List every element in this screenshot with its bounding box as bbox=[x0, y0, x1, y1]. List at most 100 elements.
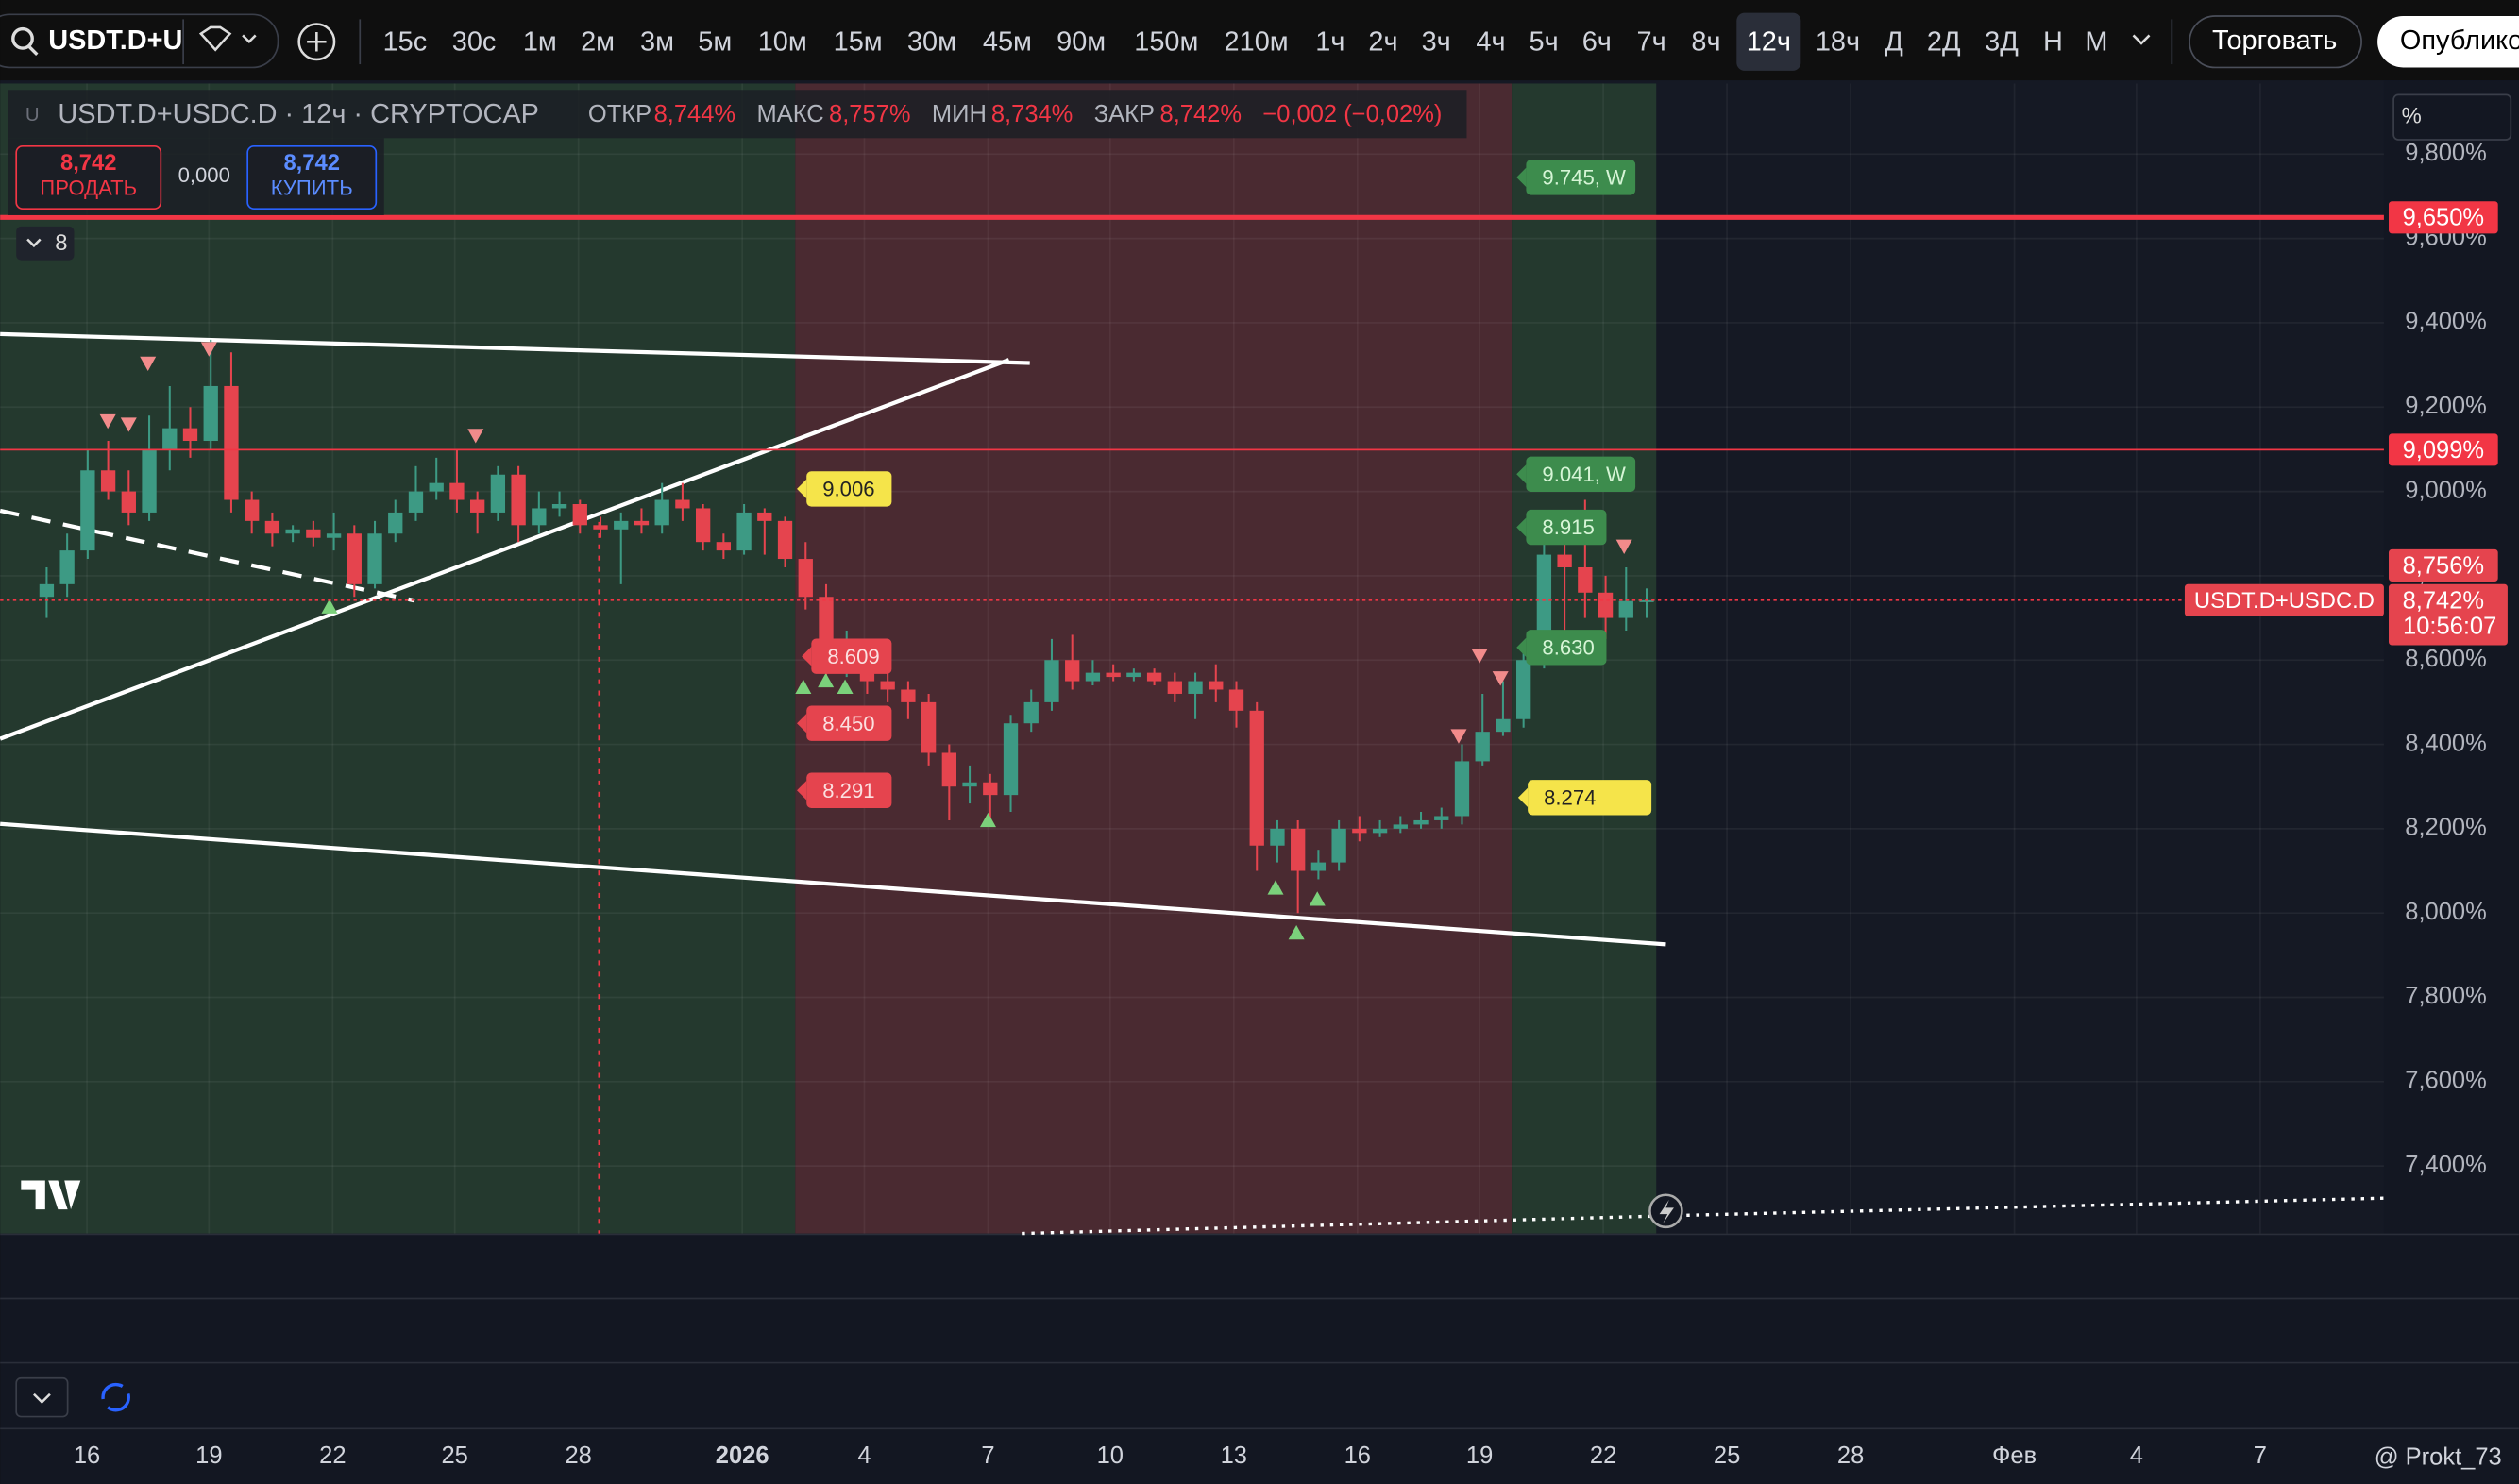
candle-body bbox=[983, 782, 998, 796]
diamond-icon[interactable] bbox=[198, 25, 232, 52]
candle-body bbox=[1578, 566, 1593, 593]
candle-body bbox=[182, 428, 198, 442]
search-icon bbox=[27, 45, 39, 57]
indicators-toggle[interactable] bbox=[16, 226, 75, 261]
refresh-icon[interactable] bbox=[101, 1382, 130, 1412]
publish-button-label[interactable]: Опублико bbox=[2400, 25, 2519, 56]
interval[interactable]: 5м bbox=[698, 27, 732, 58]
symbol[interactable]: USDT.D+U bbox=[48, 25, 182, 56]
interval[interactable]: М bbox=[2085, 27, 2107, 58]
candle-body bbox=[716, 542, 732, 551]
x-tick-label: 16 bbox=[74, 1442, 100, 1469]
interval[interactable]: 150м bbox=[1134, 27, 1198, 58]
candle-body bbox=[100, 470, 116, 492]
annotation-box bbox=[1526, 160, 1636, 195]
chevron bbox=[26, 238, 42, 248]
interval[interactable]: 2ч bbox=[1368, 27, 1397, 58]
annotation-label: 8.450 bbox=[822, 712, 874, 735]
candle-body bbox=[695, 508, 711, 543]
interval[interactable]: 5ч bbox=[1530, 27, 1559, 58]
annotation-label: 8.274 bbox=[1544, 785, 1596, 809]
sell-signal bbox=[1492, 671, 1509, 686]
unit-toggle[interactable] bbox=[2392, 93, 2512, 141]
add-button[interactable] bbox=[297, 23, 336, 61]
annotation-box bbox=[806, 471, 892, 507]
sell-signal bbox=[1615, 539, 1632, 554]
interval[interactable]: 15м bbox=[834, 27, 883, 58]
interval[interactable]: 10м bbox=[758, 27, 807, 58]
interval[interactable]: 45м bbox=[983, 27, 1032, 58]
search-icon bbox=[11, 26, 34, 50]
sell-signal bbox=[140, 356, 157, 371]
candle-body bbox=[921, 701, 937, 753]
sell-price[interactable]: 8,742 bbox=[60, 150, 117, 176]
x-tick-label: 25 bbox=[441, 1442, 467, 1469]
interval[interactable]: 12ч bbox=[1747, 27, 1791, 58]
annotation-label: 8.630 bbox=[1542, 635, 1594, 659]
candle-body bbox=[80, 470, 95, 551]
interval[interactable]: 8ч bbox=[1691, 27, 1720, 58]
interval[interactable]: 6ч bbox=[1582, 27, 1612, 58]
buy-price[interactable]: 8,742 bbox=[283, 150, 340, 176]
interval[interactable]: 15с bbox=[383, 27, 428, 58]
candle-body bbox=[1331, 828, 1346, 863]
x-tick-label: 25 bbox=[1714, 1442, 1740, 1469]
buy-signal bbox=[321, 599, 338, 614]
ui: USDT.D+U Торговать Опублико U USDT.D+USD… bbox=[0, 12, 2519, 1471]
legend-value: 8,742% bbox=[1160, 101, 1243, 127]
annotation-pointer bbox=[802, 647, 812, 666]
buy-signal bbox=[1267, 880, 1284, 895]
x-tick-label: 13 bbox=[1221, 1442, 1247, 1469]
interval[interactable]: 210м bbox=[1225, 27, 1289, 58]
candle-body bbox=[798, 559, 813, 598]
interval[interactable]: 2м bbox=[581, 27, 615, 58]
interval[interactable]: Н bbox=[2043, 27, 2063, 58]
interval[interactable]: 18ч bbox=[1816, 27, 1860, 58]
sell-signal bbox=[467, 429, 484, 444]
buy-label[interactable]: КУПИТЬ bbox=[271, 177, 353, 200]
more-intervals[interactable] bbox=[2132, 34, 2151, 45]
candle-body bbox=[1352, 828, 1367, 834]
candle-body bbox=[1639, 599, 1654, 602]
level-price-label: 9,650% bbox=[2403, 205, 2485, 231]
interval[interactable]: 3м bbox=[640, 27, 674, 58]
interval[interactable]: 4ч bbox=[1476, 27, 1505, 58]
candle-body bbox=[1557, 554, 1572, 567]
interval[interactable]: 3Д bbox=[1985, 27, 2019, 58]
trade-button-label[interactable]: Торговать bbox=[2212, 25, 2337, 56]
y-tick-label: 8,400% bbox=[2405, 730, 2487, 756]
collapse-button[interactable] bbox=[15, 1376, 69, 1418]
candle-body bbox=[306, 529, 321, 538]
unit-toggle-label[interactable]: % bbox=[2402, 103, 2422, 128]
interval[interactable]: 1м bbox=[523, 27, 557, 58]
buy-button[interactable] bbox=[246, 144, 378, 211]
annotation-pointer bbox=[1516, 637, 1527, 658]
candle-body bbox=[1598, 592, 1614, 618]
interval[interactable]: 3ч bbox=[1422, 27, 1451, 58]
sell-label[interactable]: ПРОДАТЬ bbox=[40, 177, 137, 200]
grid bbox=[0, 83, 2384, 1234]
interval[interactable]: 1ч bbox=[1315, 27, 1344, 58]
interval[interactable]: 2Д bbox=[1927, 27, 1961, 58]
y-tick-label: 9,400% bbox=[2405, 309, 2487, 335]
interval[interactable]: 30м bbox=[907, 27, 956, 58]
candle-body bbox=[1065, 660, 1080, 682]
interval[interactable]: 7ч bbox=[1637, 27, 1666, 58]
sell-button[interactable] bbox=[15, 144, 162, 211]
x-tick-label: 7 bbox=[981, 1442, 994, 1469]
interval[interactable]: 90м bbox=[1057, 27, 1106, 58]
candle-body bbox=[1209, 681, 1224, 690]
publish-button[interactable] bbox=[2377, 16, 2519, 68]
x-tick-label: 28 bbox=[1837, 1442, 1864, 1469]
indicators-count[interactable]: 8 bbox=[55, 230, 67, 256]
last-price-label: 8,742% bbox=[2403, 587, 2485, 614]
bottom-panel bbox=[0, 1233, 2519, 1484]
search-box[interactable] bbox=[0, 13, 279, 69]
trade-button[interactable] bbox=[2189, 15, 2362, 69]
candle-body bbox=[736, 512, 752, 551]
candle-body bbox=[39, 583, 55, 598]
candle-body bbox=[572, 503, 587, 526]
legend-value: 8,757% bbox=[829, 101, 911, 127]
interval[interactable]: Д bbox=[1885, 27, 1903, 58]
interval[interactable]: 30с bbox=[452, 27, 497, 58]
